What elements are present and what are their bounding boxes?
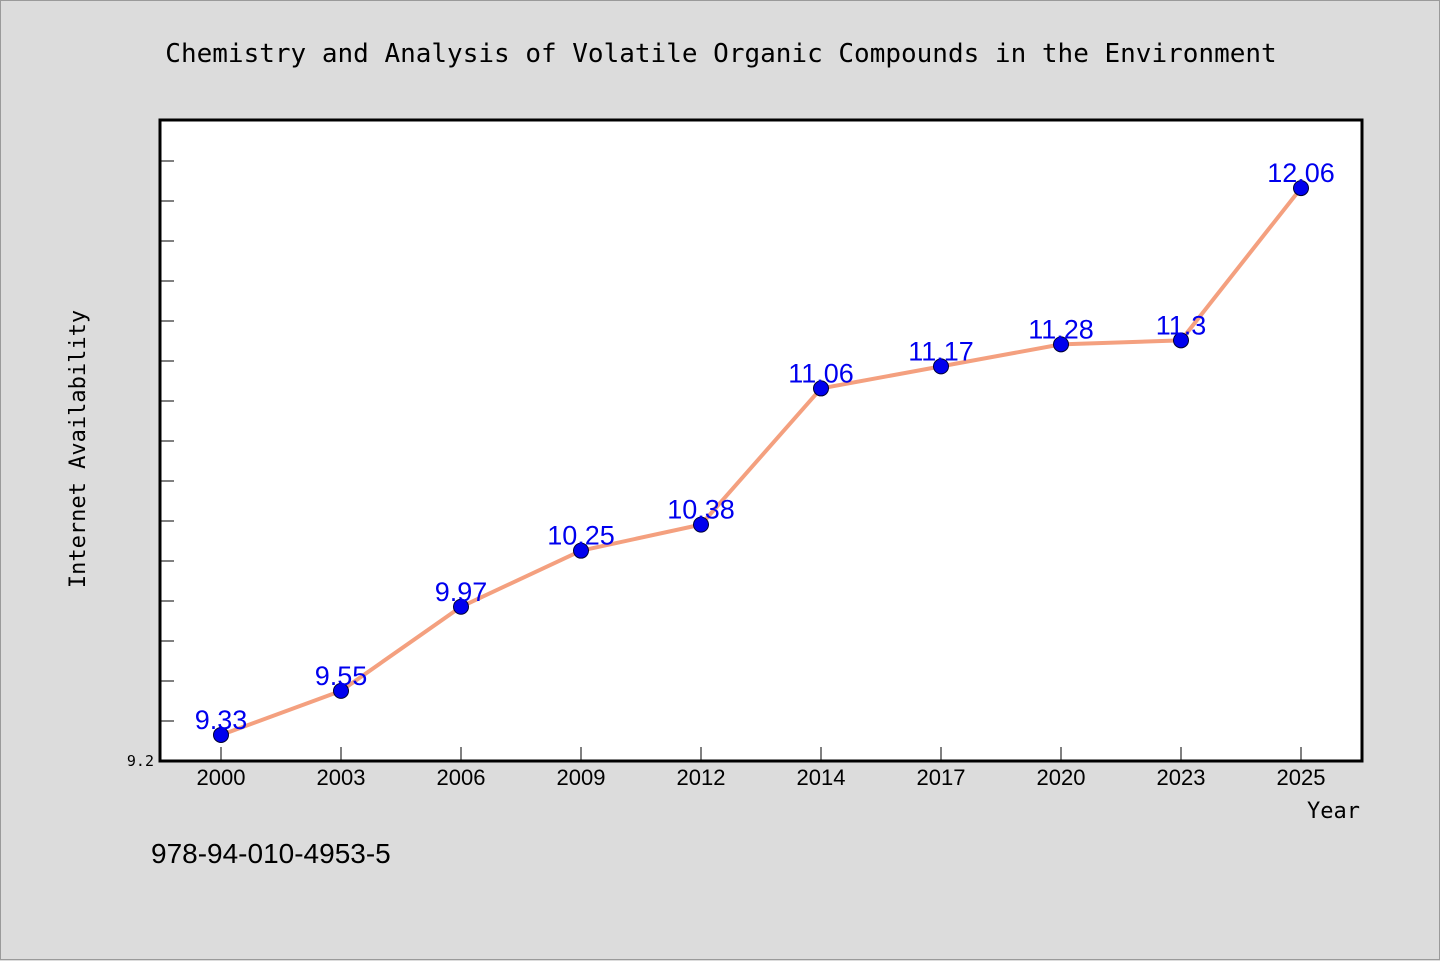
x-tick-label: 2006 [437,765,486,790]
chart-title: Chemistry and Analysis of Volatile Organ… [165,39,1276,69]
data-label: 9.97 [435,577,488,607]
series-layer [213,180,1309,743]
y-minor-ticks [160,160,174,722]
x-tick-label: 2017 [917,765,966,790]
x-tick-label: 2020 [1037,765,1086,790]
y-axis-label: Internet Availability [66,310,91,588]
x-tick-label: 2023 [1157,765,1206,790]
data-point [213,726,229,743]
y-axis-ticks: 9.2 [127,752,154,770]
data-label: 11.3 [1156,310,1207,340]
x-tick-label: 2012 [677,765,726,790]
data-point [1293,180,1309,197]
data-label: 9.55 [315,661,368,691]
data-point [693,516,709,533]
x-tick-label: 2009 [557,765,606,790]
x-tick-label: 2014 [797,765,846,790]
data-point [453,598,469,615]
x-axis-ticks: 2000 2003 2006 2009 2012 2014 2017 2020 2023 2025 [197,747,1326,790]
series-line [220,186,1303,737]
x-axis-label: Year [1307,799,1360,824]
footer-isbn: 978-94-010-4953-5 [151,838,391,869]
data-label: 12.06 [1267,158,1335,188]
data-point [333,682,349,699]
data-point [813,380,829,397]
data-label: 9.33 [195,705,248,735]
y-tick-label: 9.2 [127,752,154,770]
x-tick-label: 2025 [1277,765,1326,790]
data-label: 11.17 [908,336,974,366]
x-tick-label: 2000 [197,765,246,790]
data-label: 10.38 [667,495,735,525]
data-point [1053,336,1069,353]
data-point [1173,332,1189,349]
data-point [933,358,949,375]
data-label: 11.28 [1028,314,1094,344]
data-label: 11.06 [788,358,854,388]
x-tick-label: 2003 [317,765,366,790]
data-point [573,542,589,559]
plot-area [158,118,1364,763]
data-labels: 9.33 9.55 9.97 10.25 10.38 11.06 11.17 11.28 11.… [195,158,1335,735]
data-label: 10.25 [547,521,615,551]
